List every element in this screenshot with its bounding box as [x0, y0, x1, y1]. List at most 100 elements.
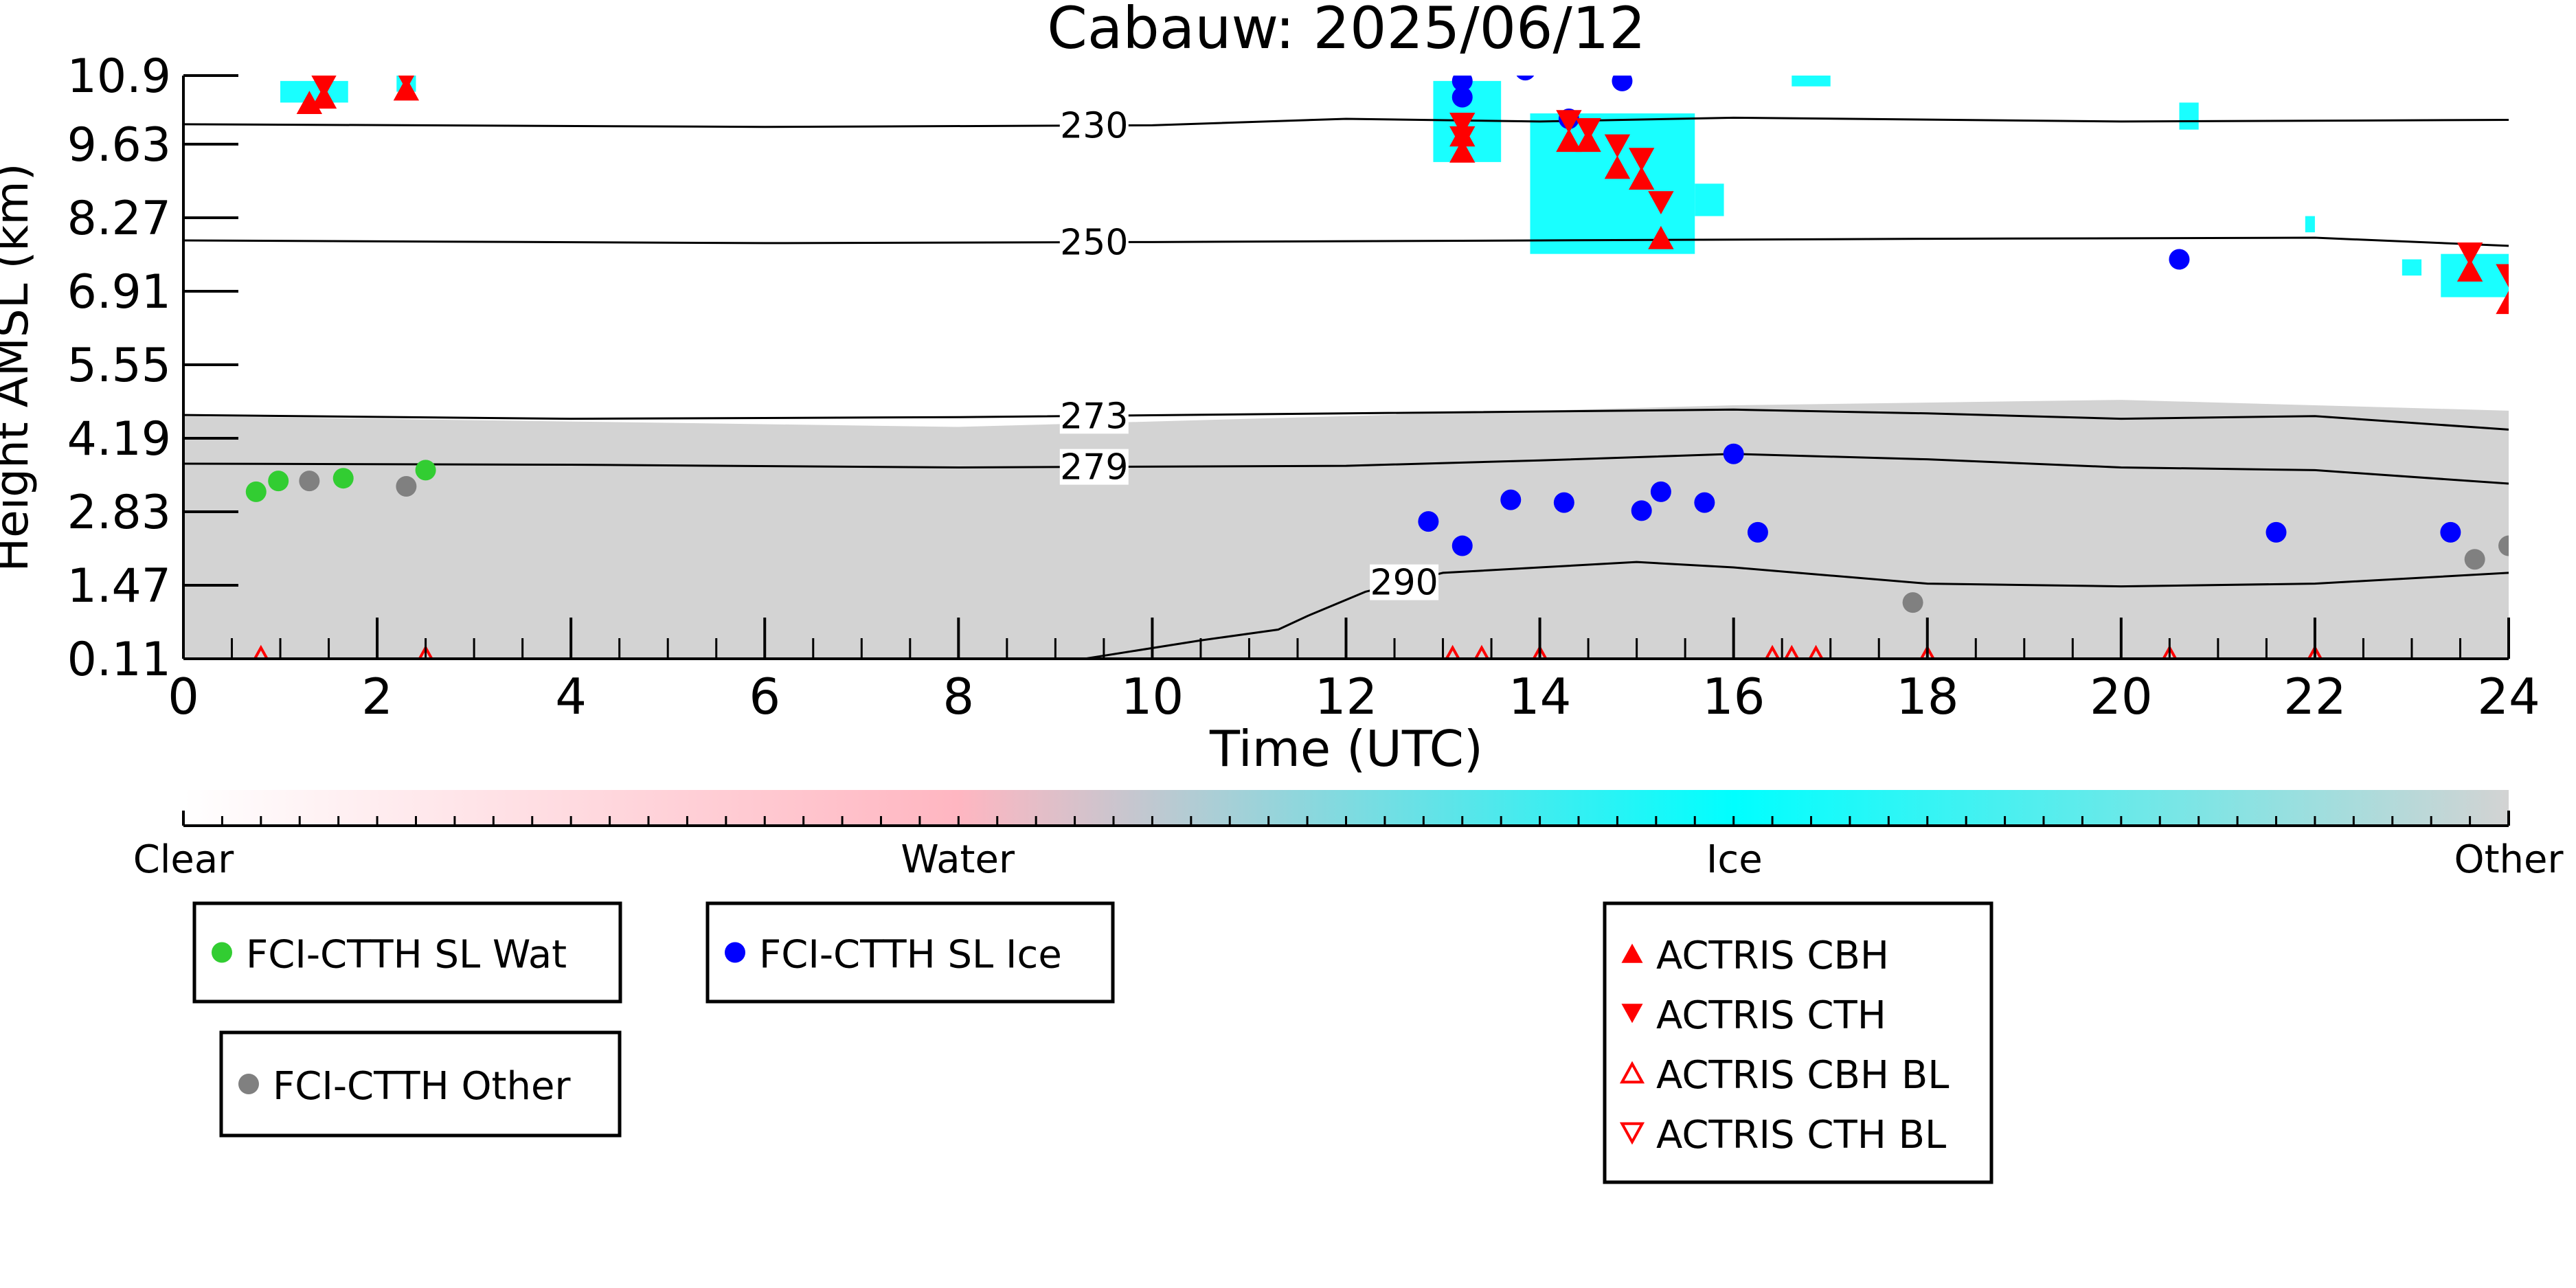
contour-273 — [183, 408, 2509, 431]
contour-label: 230 — [1060, 106, 1128, 147]
contour-label-bg — [1059, 449, 1129, 485]
y-tick-label: 10.9 — [67, 49, 171, 104]
y-tick-label: 4.19 — [67, 412, 171, 466]
contour-label-bg — [1370, 564, 1439, 600]
marker-fci-ctth-sl-wat — [332, 468, 354, 489]
x-tick-label: 10 — [1121, 668, 1184, 725]
marker-fci-ctth-sl-ice — [1516, 76, 1535, 81]
x-tick-label: 22 — [2283, 668, 2347, 725]
ice-patch — [2305, 216, 2315, 233]
legend-marker-actris-cth-bl — [1619, 1122, 1645, 1145]
marker-fci-ctth-sl-ice — [1418, 511, 1439, 532]
contour-label-bg — [1059, 224, 1129, 260]
colorbar-label: Ice — [1706, 837, 1763, 882]
marker-fci-ctth-sl-wat — [415, 460, 436, 481]
marker-actris-cbh — [1556, 128, 1582, 152]
x-axis-label: Time (UTC) — [1209, 720, 1483, 778]
marker-fci-ctth-sl-wat — [245, 481, 267, 502]
marker-fci-ctth-sl-ice — [1612, 76, 1633, 91]
legend-label-actris-cth: ACTRIS CTH — [1656, 993, 1886, 1038]
legend-marker-fci-ctth-sl-ice — [725, 942, 745, 963]
ice-cloud-patches — [280, 76, 2509, 297]
legend-label-fci-ctth-other: FCI-CTTH Other — [273, 1064, 571, 1109]
colorbar-label: Other — [2454, 837, 2564, 882]
axes: 0 2 4 6 8 10 12 14 16 18 20 22 240.111.472.834.195.5… — [67, 49, 2540, 725]
y-tick-label: 5.55 — [67, 339, 171, 393]
ice-patch — [280, 80, 348, 103]
y-tick-label: 9.63 — [67, 118, 171, 172]
x-tick-label: 18 — [1896, 668, 1959, 725]
x-tick-label: 14 — [1509, 668, 1572, 725]
marker-fci-ctth-other — [2498, 535, 2509, 556]
contour-label: 290 — [1370, 563, 1438, 604]
marker-actris-cbh — [1628, 166, 1655, 190]
marker-actris-cbh — [1604, 155, 1631, 179]
legends: FCI-CTTH SL Wat FCI-CTTH SL Ice FCI-CTTH O… — [192, 901, 1993, 1184]
marker-actris-cbh — [1449, 139, 1476, 163]
legend-box — [1603, 901, 1993, 1184]
x-tick-label: 20 — [2090, 668, 2153, 725]
y-axis-label: Height AMSL (km) — [0, 163, 38, 572]
legend-box — [705, 901, 1115, 1004]
legend-marker-actris-cbh-bl — [1619, 1061, 1645, 1084]
marker-fci-ctth-sl-ice — [1694, 492, 1715, 513]
plot-area: 230 250 273 279 290 — [183, 76, 2509, 659]
contour-label: 250 — [1060, 223, 1128, 264]
marker-fci-ctth-other — [299, 471, 320, 492]
marker-fci-ctth-other — [396, 475, 417, 497]
marker-fci-ctth-sl-ice — [1553, 492, 1574, 513]
x-tick-label: 2 — [361, 668, 393, 725]
y-tick-label: 0.11 — [67, 633, 171, 687]
marker-actris-cth — [1575, 118, 1601, 142]
legend-label-actris-cbh-bl: ACTRIS CBH BL — [1656, 1053, 1949, 1098]
legend-marker-actris-cbh — [1621, 943, 1643, 963]
ice-patch — [2402, 259, 2422, 276]
contour-250 — [183, 236, 2509, 247]
legend-marker-fci-ctth-sl-wat — [212, 942, 232, 963]
chart-title: Cabauw: 2025/06/12 — [1047, 0, 1645, 62]
classification-background — [183, 400, 2509, 659]
marker-fci-ctth-sl-ice — [2169, 249, 2190, 270]
contour-label: 273 — [1060, 396, 1128, 437]
x-tick-label: 24 — [2477, 668, 2540, 725]
colorbar: Clear Water Ice Other — [133, 790, 2564, 882]
marker-fci-ctth-sl-ice — [1451, 87, 1473, 108]
marker-actris-cth — [1628, 148, 1655, 172]
contour-label-bg — [1059, 398, 1129, 434]
marker-actris-cbh — [2496, 291, 2509, 315]
y-tick-label: 1.47 — [67, 559, 171, 613]
marker-actris-cth — [1648, 191, 1674, 215]
contour-label: 279 — [1060, 447, 1128, 488]
ice-patch — [2179, 102, 2199, 130]
marker-fci-ctth-other — [1902, 592, 1923, 613]
contour-279 — [183, 453, 2509, 485]
legend-marker-fci-ctth-other — [238, 1074, 259, 1094]
marker-fci-ctth-other — [2464, 549, 2485, 570]
contour-230 — [183, 116, 2509, 128]
y-tick-label: 8.27 — [67, 192, 171, 246]
colorbar-label: Clear — [133, 837, 234, 882]
marker-fci-ctth-sl-ice — [1747, 521, 1768, 543]
marker-fci-ctth-sl-ice — [1451, 76, 1473, 91]
legend-label-actris-cth-bl: ACTRIS CTH BL — [1656, 1113, 1946, 1157]
marker-fci-ctth-sl-ice — [1650, 481, 1671, 502]
x-tick-label: 0 — [168, 668, 199, 725]
colorbar-label: Water — [901, 837, 1015, 882]
legend-label-actris-cbh: ACTRIS CBH — [1656, 934, 1889, 978]
x-tick-label: 4 — [555, 668, 587, 725]
ice-patch — [1792, 76, 1831, 87]
marker-fci-ctth-sl-ice — [1723, 443, 1744, 464]
y-tick-label: 6.91 — [67, 265, 171, 319]
marker-actris-cth — [398, 76, 415, 91]
x-tick-label: 8 — [942, 668, 974, 725]
marker-actris-cth — [2456, 242, 2483, 266]
marker-fci-ctth-sl-ice — [1631, 500, 1652, 521]
marker-fci-ctth-sl-ice — [1451, 535, 1473, 556]
legend-label-fci-ctth-sl-ice: FCI-CTTH SL Ice — [759, 933, 1062, 978]
marker-fci-ctth-sl-ice — [2266, 521, 2287, 543]
marker-actris-cth — [1604, 134, 1631, 158]
marker-fci-ctth-sl-wat — [268, 471, 289, 492]
legend-box — [192, 901, 622, 1004]
legend-box — [219, 1030, 622, 1138]
